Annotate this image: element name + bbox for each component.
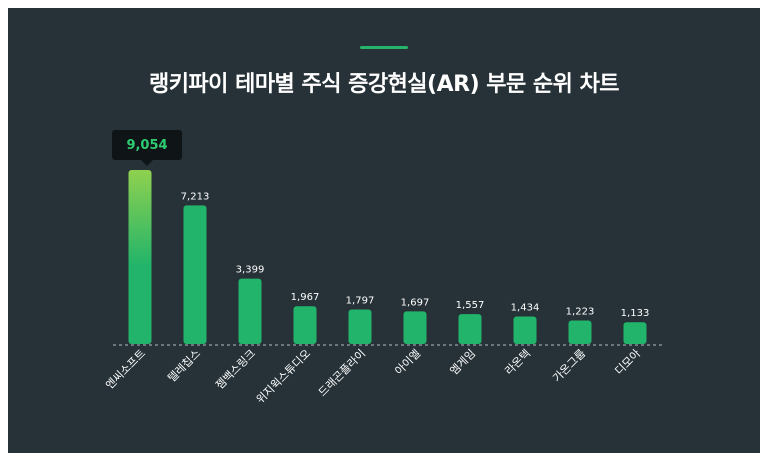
bar-value-label: 1,133 bbox=[621, 308, 650, 319]
x-tick-label: 라온텍 bbox=[502, 347, 533, 378]
bar-value-label: 3,399 bbox=[236, 265, 265, 276]
bar-value-label: 1,697 bbox=[401, 297, 430, 308]
bar-chart: 엔씨소프트 7,213 텔레칩스 3,399 젬백스링크 1,967 위지윅스튜디오 1,79… bbox=[103, 170, 663, 406]
bar-8[interactable] bbox=[513, 316, 537, 344]
x-tick-label: 엔씨소프트 bbox=[103, 347, 148, 392]
x-tick-label: 가온그룹 bbox=[550, 347, 588, 385]
bar-9[interactable] bbox=[568, 320, 592, 344]
bar-3[interactable] bbox=[238, 278, 262, 344]
x-tick-label: 엠게임 bbox=[447, 347, 478, 378]
bar-6[interactable] bbox=[403, 311, 427, 344]
x-tick-label: 젬백스링크 bbox=[213, 347, 258, 392]
chart-card: 랭키파이 테마별 주식 증강현실(AR) 부문 순위 차트 엔씨소프트 7,213… bbox=[8, 8, 760, 453]
bar-value-label: 1,223 bbox=[566, 306, 595, 317]
bar-value-label: 7,213 bbox=[181, 191, 210, 202]
chart-title: 랭키파이 테마별 주식 증강현실(AR) 부문 순위 차트 bbox=[148, 72, 620, 97]
x-tick-label: 아이엘 bbox=[392, 347, 423, 378]
title-accent-line bbox=[360, 46, 408, 49]
bar-10[interactable] bbox=[623, 322, 647, 344]
bar-value-label: 1,797 bbox=[346, 295, 375, 306]
bar-2[interactable] bbox=[183, 205, 207, 344]
x-tick-label: 디모아 bbox=[612, 347, 643, 378]
bar-value-label: 1,557 bbox=[456, 300, 485, 311]
bar-5[interactable] bbox=[348, 309, 372, 344]
x-tick-label: 텔레칩스 bbox=[165, 347, 203, 385]
bar-7[interactable] bbox=[458, 314, 482, 344]
value-tooltip: 9,054 bbox=[112, 130, 182, 166]
x-tick-label: 드래곤플라이 bbox=[316, 347, 368, 399]
bar-1[interactable] bbox=[128, 170, 152, 344]
x-tick-label: 위지윅스튜디오 bbox=[254, 347, 313, 406]
bar-value-label: 1,434 bbox=[511, 302, 540, 313]
bar-4[interactable] bbox=[293, 306, 317, 344]
bar-value-label: 1,967 bbox=[291, 292, 320, 303]
